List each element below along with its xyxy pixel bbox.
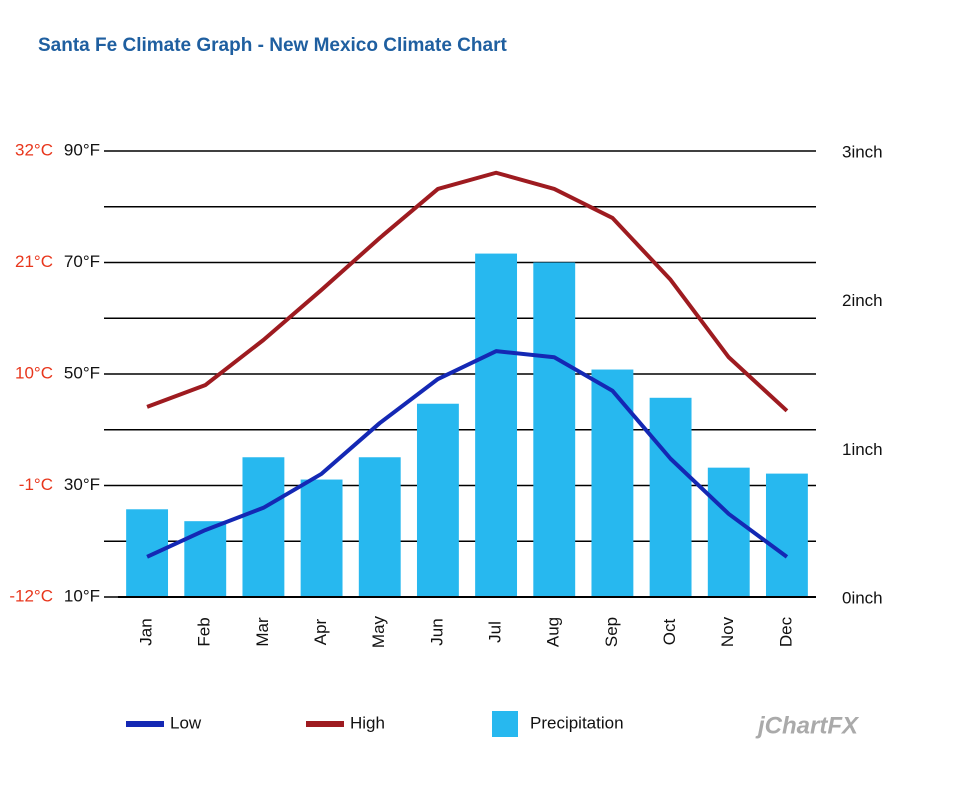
bar	[126, 509, 169, 597]
watermark: jChartFX	[755, 712, 860, 739]
line-series	[146, 170, 789, 413]
x-tick-label: Oct	[660, 619, 679, 646]
x-tick-label: Sep	[602, 617, 621, 647]
y-celsius-label: -1°C	[19, 475, 53, 494]
bar	[416, 403, 459, 597]
x-tick-label: Jan	[137, 618, 156, 645]
legend-swatch	[492, 711, 518, 737]
y-celsius-label: 21°C	[15, 252, 53, 271]
y-tick-label: 50°F	[64, 363, 100, 382]
legend-label: Low	[170, 713, 202, 732]
bar	[242, 457, 285, 597]
y-tick-label: 10°F	[64, 586, 100, 605]
y2-tick-label: 1inch	[842, 440, 883, 459]
y2-tick-label: 3inch	[842, 142, 883, 161]
legend-swatch	[126, 721, 164, 727]
bar	[533, 262, 576, 597]
x-tick-label: Jun	[427, 618, 446, 645]
bar	[765, 473, 808, 597]
y-tick-label: 70°F	[64, 252, 100, 271]
chart-title: Santa Fe Climate Graph - New Mexico Clim…	[38, 35, 507, 56]
y-tick-label: 90°F	[64, 140, 100, 159]
y2-tick-label: 0inch	[842, 588, 883, 607]
y-tick-label: 30°F	[64, 475, 100, 494]
y-celsius-label: 10°C	[15, 363, 53, 382]
x-tick-label: Jul	[486, 621, 505, 643]
x-tick-label: Aug	[544, 617, 563, 647]
legend-label: Precipitation	[530, 713, 624, 732]
legend-label: High	[350, 713, 385, 732]
x-tick-label: Feb	[195, 617, 214, 646]
y2-tick-label: 2inch	[842, 291, 883, 310]
bar	[184, 521, 227, 597]
y-celsius-label: 32°C	[15, 140, 53, 159]
y-celsius-label: -12°C	[9, 586, 53, 605]
x-tick-label: Mar	[253, 617, 272, 647]
bar	[707, 467, 750, 597]
bar	[475, 253, 518, 597]
line-series	[146, 349, 789, 559]
x-tick-label: May	[369, 615, 388, 648]
x-tick-label: Dec	[776, 616, 795, 647]
bar	[591, 369, 634, 597]
legend-swatch	[306, 721, 344, 727]
x-tick-label: Nov	[718, 616, 737, 647]
x-tick-label: Apr	[311, 618, 330, 645]
bar	[300, 479, 343, 597]
bar	[649, 397, 692, 597]
bar	[358, 457, 401, 597]
